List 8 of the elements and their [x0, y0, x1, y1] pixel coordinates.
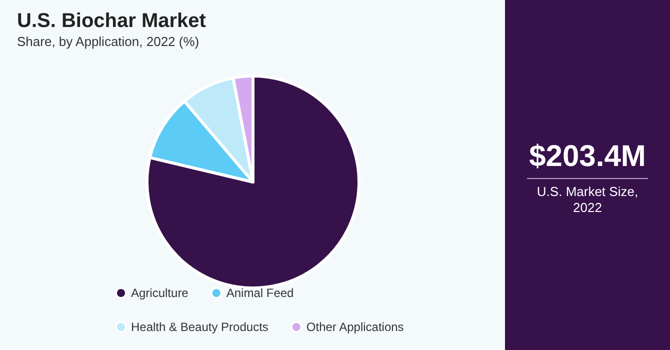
legend-label: Animal Feed [226, 286, 294, 300]
legend-label: Other Applications [306, 320, 404, 334]
chart-subtitle: Share, by Application, 2022 (%) [17, 34, 200, 49]
legend-label: Health & Beauty Products [131, 320, 268, 334]
text: $203.4M [528, 140, 647, 174]
chart-title: U.S. Biochar Market [17, 10, 206, 32]
text: U.S. Market Size, 2022 [536, 184, 640, 216]
legend-label: Agriculture [131, 286, 189, 300]
